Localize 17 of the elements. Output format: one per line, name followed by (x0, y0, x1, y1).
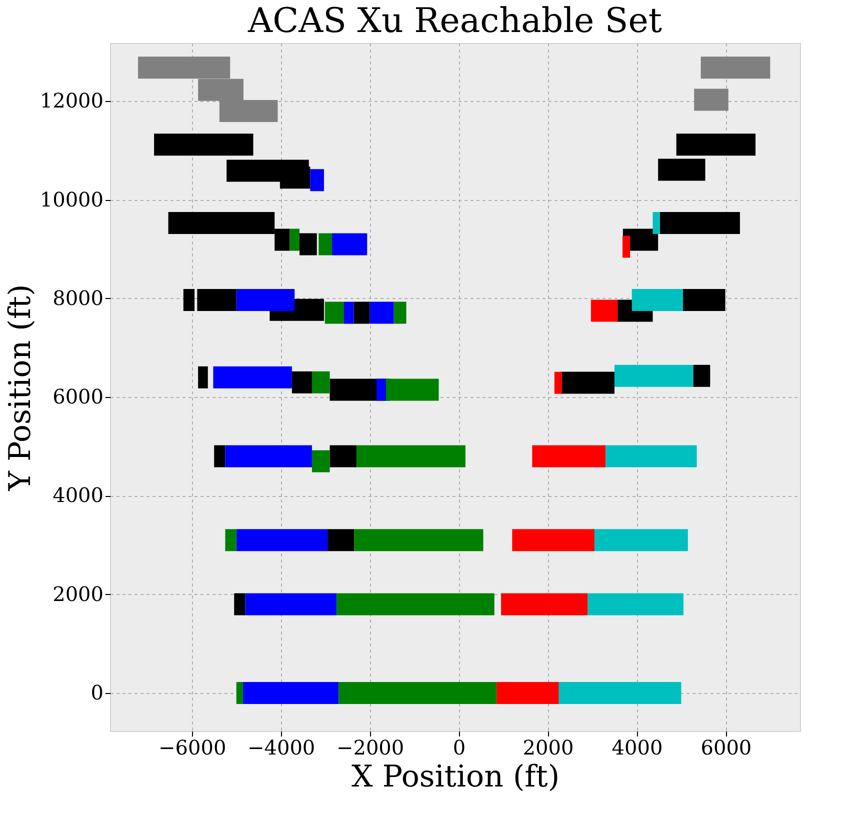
x-tick-label: −4000 (248, 736, 316, 760)
x-tick-label: −6000 (158, 736, 226, 760)
y-tick-label: 10000 (40, 187, 104, 212)
y-tick-label: 0 (90, 680, 104, 705)
y-tick-label: 4000 (52, 483, 104, 508)
x-tick-label: 4000 (612, 736, 663, 760)
x-axis-title: X Position (ft) (351, 760, 560, 794)
y-tick-label: 2000 (52, 582, 104, 606)
y-tick-label: 12000 (40, 88, 104, 113)
y-tick-label: 8000 (52, 286, 104, 310)
y-tick-label: 6000 (52, 384, 104, 409)
x-tick-label: 0 (452, 736, 466, 760)
x-tick-label: 6000 (700, 736, 752, 760)
x-tick-label: −2000 (336, 736, 404, 760)
y-axis-title: Y Position (ft) (2, 284, 38, 492)
chart-title: ACAS Xu Reachable Set (247, 1, 662, 41)
x-tick-label: 2000 (522, 736, 574, 760)
